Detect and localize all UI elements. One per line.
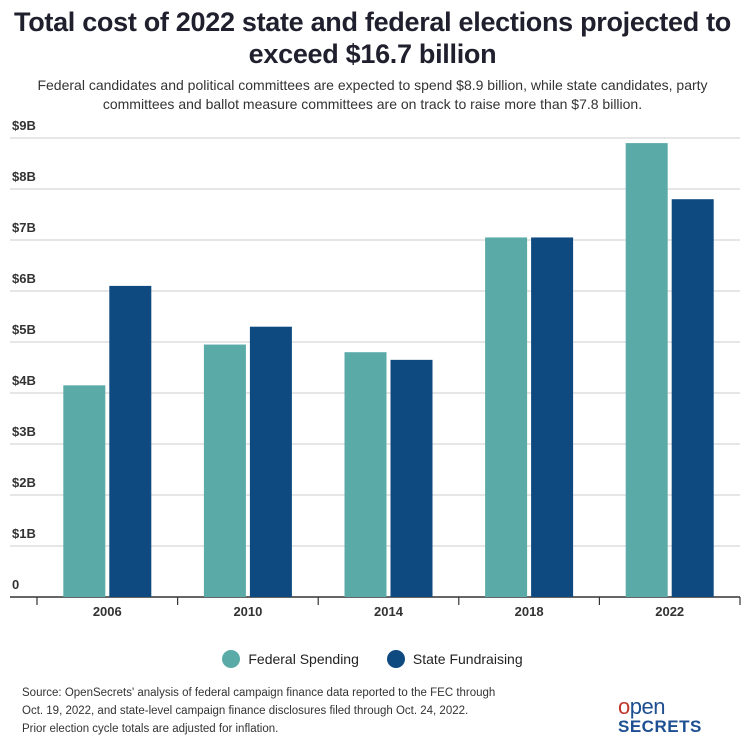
bar-state-2014 (390, 359, 433, 597)
opensecrets-logo: open SECRETS (618, 694, 702, 737)
y-tick-label: $6B (12, 271, 36, 286)
source-line: Source: OpenSecrets' analysis of federal… (22, 687, 496, 699)
legend-swatch-federal (222, 650, 241, 668)
legend-item-state: State Fundraising (386, 650, 523, 668)
y-tick-label: $7B (12, 220, 36, 235)
bar-state-2006 (109, 285, 152, 597)
y-tick-label: $3B (12, 424, 36, 439)
y-tick-label: $9B (12, 118, 36, 133)
legend-label: Federal Spending (248, 651, 359, 667)
bar-state-2022 (671, 199, 714, 597)
bar-state-2018 (531, 237, 574, 597)
y-tick-label: $2B (12, 475, 36, 490)
bar-federal-2010 (203, 344, 246, 597)
x-tick-label: 2014 (374, 604, 404, 619)
y-tick-label: 0 (12, 577, 19, 592)
chart-title: Total cost of 2022 state and federal ele… (14, 7, 731, 69)
y-tick-label: $4B (12, 373, 36, 388)
legend: Federal Spending State Fundraising (0, 650, 745, 668)
bar-federal-2006 (63, 385, 106, 597)
bar-federal-2014 (344, 352, 387, 597)
bar-federal-2018 (485, 237, 528, 597)
x-tick-label: 2006 (93, 604, 122, 619)
legend-label: State Fundraising (412, 651, 523, 667)
source-line: Oct. 19, 2022, and state-level campaign … (22, 705, 469, 717)
chart-subtitle: Federal candidates and political committ… (37, 77, 708, 112)
bar-state-2010 (249, 326, 292, 597)
legend-item-federal: Federal Spending (222, 650, 359, 668)
y-tick-label: $8B (12, 169, 36, 184)
legend-swatch-state (386, 650, 405, 668)
source-line: Prior election cycle totals are adjusted… (22, 723, 279, 735)
source-note: Source: OpenSecrets' analysis of federal… (22, 684, 542, 738)
bar-federal-2022 (625, 143, 668, 597)
y-tick-label: $5B (12, 322, 36, 337)
x-tick-label: 2022 (655, 604, 684, 619)
y-tick-label: $1B (12, 526, 36, 541)
x-tick-label: 2018 (515, 604, 544, 619)
x-tick-label: 2010 (233, 604, 262, 619)
